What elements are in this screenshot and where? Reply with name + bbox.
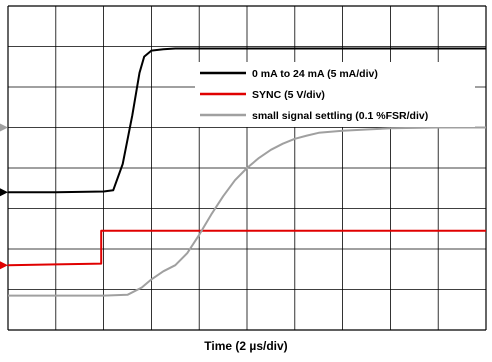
x-axis-label: Time (2 µs/div) — [204, 339, 288, 353]
trace-0 — [8, 47, 486, 194]
trace-2 — [8, 126, 486, 297]
channel-marker-2 — [0, 123, 8, 132]
legend-label-0: 0 mA to 24 mA (5 mA/div) — [252, 68, 378, 80]
trace-1 — [7, 229, 486, 267]
trace-group — [7, 47, 486, 297]
legend: 0 mA to 24 mA (5 mA/div) SYNC (5 V/div) sm… — [195, 62, 475, 127]
channel-marker-0 — [0, 188, 8, 197]
legend-label-2: small signal settling (0.1 %FSR/div) — [252, 110, 428, 122]
channel-markers — [0, 123, 8, 270]
channel-marker-1 — [0, 261, 8, 270]
legend-label-1: SYNC (5 V/div) — [252, 89, 325, 101]
